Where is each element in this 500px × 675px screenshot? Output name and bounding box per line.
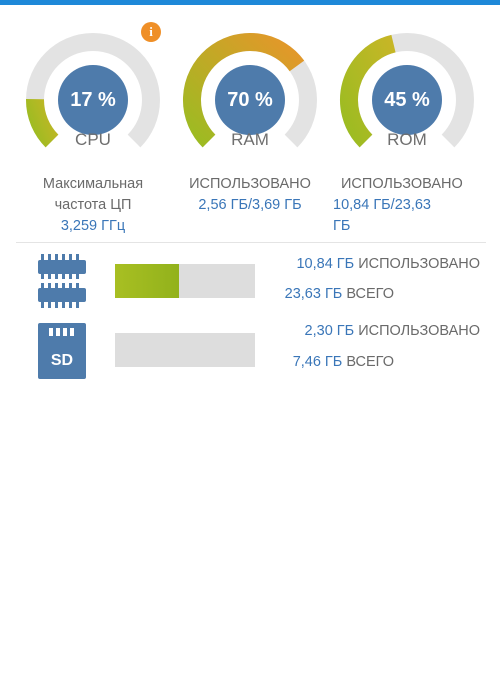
rom-percent: 45 %	[384, 89, 430, 111]
rom-gauge-ring	[340, 33, 474, 148]
sd-total-value: 7,46 ГБ	[292, 354, 343, 370]
ram-gauge-ring	[183, 32, 317, 148]
cpu-frequency-info: Максимальная частота ЦП 3,259 ГГц	[18, 174, 168, 237]
cpu-label: CPU	[75, 130, 111, 149]
internal-total-value: 23,63 ГБ	[284, 286, 343, 302]
sd-used-label: ИСПОЛЬЗОВАНО	[358, 323, 480, 339]
sd-used-line: 2,30 ГБ ИСПОЛЬЗОВАНО	[305, 323, 480, 339]
internal-storage-bar-fill	[115, 264, 180, 298]
cpu-frequency-value: 3,259 ГГц	[60, 218, 126, 234]
rom-usage-value-line1: 10,84 ГБ/23,63	[333, 197, 431, 213]
sd-storage-bar	[115, 333, 255, 367]
sd-total-label: ВСЕГО	[346, 354, 394, 370]
internal-used-label: ИСПОЛЬЗОВАНО	[358, 256, 480, 272]
cpu-gauge[interactable]: 17 % CPU	[23, 26, 163, 156]
sd-total-line: 7,46 ГБ ВСЕГО	[293, 354, 394, 370]
gauge-value-arc	[340, 34, 396, 148]
sd-card-icon-text: SD	[51, 352, 73, 369]
ram-label: RAM	[231, 130, 269, 149]
internal-total-label: ВСЕГО	[346, 286, 394, 302]
top-accent-bar	[0, 0, 500, 5]
rom-usage-label: ИСПОЛЬЗОВАНО	[341, 176, 463, 192]
gauge-center-circle	[215, 65, 285, 135]
internal-storage-bar	[115, 264, 255, 298]
rom-usage-info: ИСПОЛЬЗОВАНО 10,84 ГБ/23,63 ГБ	[333, 174, 483, 237]
gauge-center-circle	[58, 65, 128, 135]
ram-percent: 70 %	[227, 89, 273, 111]
cpu-gauge-ring	[26, 33, 160, 148]
ram-usage-label: ИСПОЛЬЗОВАНО	[189, 176, 311, 192]
rom-gauge[interactable]: 45 % ROM	[337, 26, 477, 156]
sd-used-value: 2,30 ГБ	[304, 323, 355, 339]
internal-total-line: 23,63 ГБ ВСЕГО	[285, 286, 394, 302]
rom-usage-value-line2: ГБ	[333, 218, 351, 234]
ram-gauge[interactable]: 70 % RAM	[180, 26, 320, 156]
gauge-value-arc	[183, 32, 305, 148]
memory-chip-icon	[38, 254, 86, 308]
cpu-percent: 17 %	[70, 89, 116, 111]
info-icon[interactable]: i	[141, 22, 161, 42]
internal-used-line: 10,84 ГБ ИСПОЛЬЗОВАНО	[296, 256, 480, 272]
cpu-frequency-label-line1: Максимальная	[42, 176, 144, 192]
internal-used-value: 10,84 ГБ	[296, 256, 355, 272]
rom-label: ROM	[387, 130, 427, 149]
ram-usage-value: 2,56 ГБ/3,69 ГБ	[198, 197, 302, 213]
gauge-value-arc	[26, 98, 59, 148]
gauge-center-circle	[372, 65, 442, 135]
cpu-frequency-label-line2: частота ЦП	[54, 197, 132, 213]
sd-card-icon: SD	[38, 323, 86, 379]
ram-usage-info: ИСПОЛЬЗОВАНО 2,56 ГБ/3,69 ГБ	[175, 174, 325, 216]
section-divider	[16, 242, 486, 243]
